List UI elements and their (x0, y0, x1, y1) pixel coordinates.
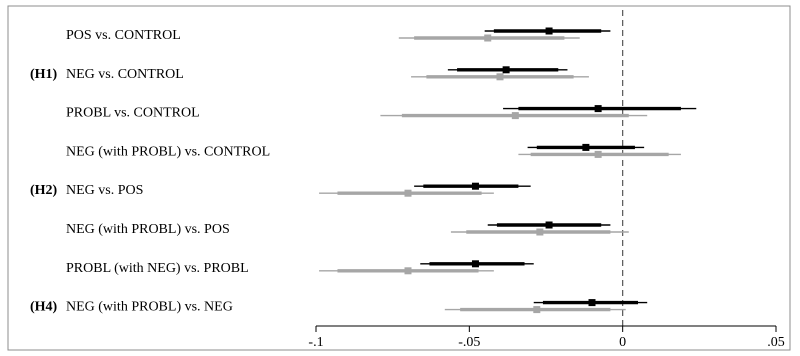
x-tick-label: -.1 (308, 335, 323, 350)
point-estimate-grey (484, 34, 492, 42)
point-estimate-black (502, 66, 510, 74)
plot-frame (7, 5, 791, 351)
point-estimate-black (582, 143, 590, 151)
point-estimate-black (594, 105, 602, 113)
row-label: POS vs. CONTROL (66, 28, 181, 43)
point-estimate-black (471, 260, 479, 268)
row-label: NEG (with PROBL) vs. NEG (66, 300, 233, 315)
row-label: NEG vs. CONTROL (66, 67, 184, 82)
hypothesis-label: (H4) (30, 300, 58, 315)
point-estimate-black (545, 27, 553, 35)
x-tick-label: .05 (767, 335, 785, 350)
row-labels: POS vs. CONTROL (H1) NEG vs. CONTROL PROBL … (30, 28, 270, 315)
row-label: NEG vs. POS (66, 183, 143, 198)
point-estimate-grey (533, 306, 541, 314)
point-estimate-grey (511, 112, 519, 120)
point-estimate-black (545, 221, 553, 229)
x-axis: -.1 -.05 0 .05 (308, 325, 785, 350)
row-label: NEG (with PROBL) vs. CONTROL (66, 144, 270, 159)
point-estimate-black (588, 299, 596, 307)
x-tick-label: 0 (619, 335, 626, 350)
point-estimate-black (471, 182, 479, 190)
row-label: PROBL (with NEG) vs. PROBL (66, 261, 249, 276)
point-estimate-grey (404, 267, 412, 275)
point-estimate-grey (404, 189, 412, 197)
point-estimate-grey (496, 73, 504, 81)
x-tick-label: -.05 (458, 335, 480, 350)
hypothesis-label: (H2) (30, 183, 58, 198)
point-estimate-grey (594, 150, 602, 158)
row-label: NEG (with PROBL) vs. POS (66, 222, 230, 237)
estimate-marks (319, 27, 697, 314)
row-label: PROBL vs. CONTROL (66, 106, 200, 121)
hypothesis-label: (H1) (30, 67, 58, 82)
point-estimate-grey (536, 228, 544, 236)
